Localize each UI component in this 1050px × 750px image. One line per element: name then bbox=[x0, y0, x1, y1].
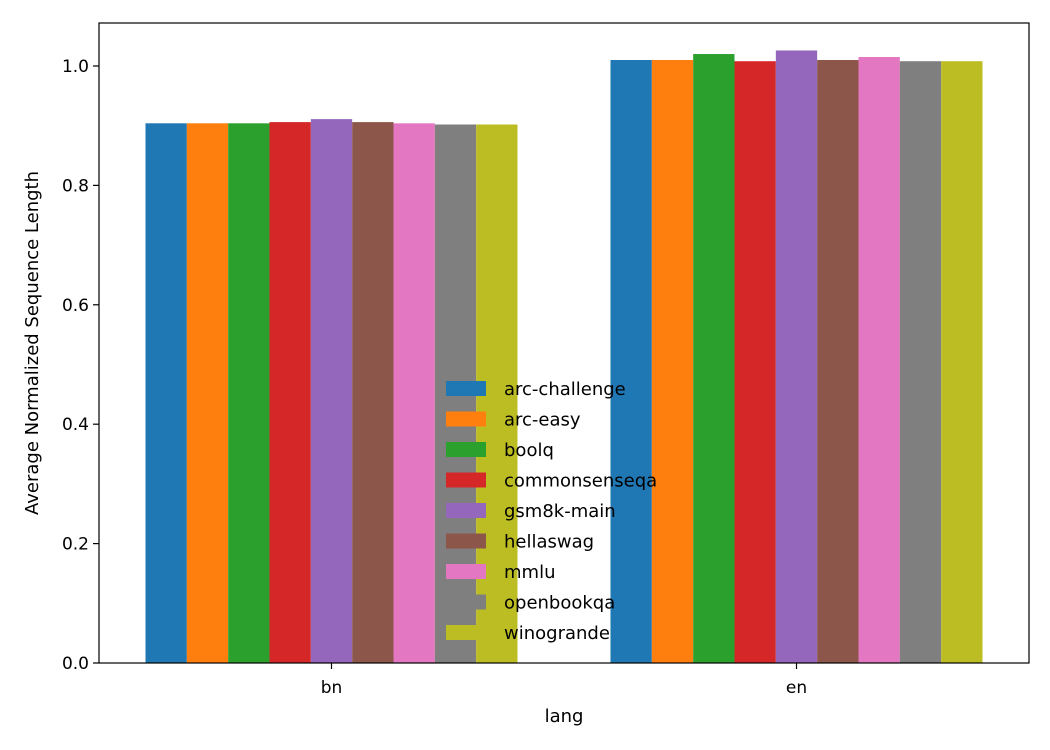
y-tick-label: 0.0 bbox=[62, 654, 89, 674]
x-axis: bn en bbox=[321, 663, 807, 698]
x-tick-label: en bbox=[786, 678, 807, 698]
bar-en-hellaswag bbox=[817, 60, 859, 663]
y-axis-label: Average Normalized Sequence Length bbox=[22, 171, 43, 515]
legend-label-arc-easy: arc-easy bbox=[504, 410, 581, 431]
bar-bn-commonsenseqa bbox=[269, 122, 311, 663]
legend-label-boolq: boolq bbox=[504, 440, 554, 461]
bar-bn-mmlu bbox=[393, 123, 435, 663]
bar-bn-gsm8k-main bbox=[310, 119, 353, 664]
bar-en-gsm8k-main bbox=[775, 50, 818, 663]
bar-en-arc-challenge bbox=[610, 60, 652, 663]
legend-swatch-winogrande bbox=[446, 625, 486, 640]
y-tick-label: 0.8 bbox=[62, 176, 89, 196]
legend-swatch-arc-challenge bbox=[446, 381, 486, 396]
legend-label-arc-challenge: arc-challenge bbox=[504, 379, 626, 400]
bar-en-winogrande bbox=[941, 61, 983, 663]
x-axis-label: lang bbox=[545, 706, 584, 727]
plot-frame bbox=[98, 22, 1030, 664]
legend-swatch-boolq bbox=[446, 442, 486, 457]
bar-bn-arc-easy bbox=[186, 123, 229, 663]
bars-group bbox=[145, 50, 983, 664]
y-tick-label: 0.2 bbox=[62, 535, 89, 555]
bar-en-boolq bbox=[693, 54, 735, 663]
bar-bn-boolq bbox=[228, 123, 270, 663]
bar-en-commonsenseqa bbox=[734, 61, 776, 663]
x-tick-label: bn bbox=[321, 678, 343, 698]
legend-label-commonsenseqa: commonsenseqa bbox=[504, 471, 657, 492]
legend: arc-challenge arc-easy boolq commonsenseqa g… bbox=[446, 379, 657, 644]
legend-swatch-hellaswag bbox=[446, 533, 486, 549]
legend-swatch-commonsenseqa bbox=[446, 472, 486, 488]
legend-swatch-arc-easy bbox=[446, 411, 486, 427]
legend-label-hellaswag: hellaswag bbox=[504, 532, 594, 553]
legend-swatch-openbookqa bbox=[446, 594, 486, 610]
legend-label-mmlu: mmlu bbox=[504, 562, 555, 583]
bar-en-openbookqa bbox=[899, 61, 942, 663]
legend-label-gsm8k-main: gsm8k-main bbox=[504, 501, 616, 522]
y-tick-label: 0.6 bbox=[62, 296, 89, 316]
legend-label-openbookqa: openbookqa bbox=[504, 593, 615, 614]
y-tick-label: 0.4 bbox=[62, 415, 89, 435]
legend-label-winogrande: winogrande bbox=[504, 623, 610, 644]
bar-en-mmlu bbox=[858, 57, 900, 664]
legend-swatch-gsm8k-main bbox=[446, 503, 486, 518]
bar-en-arc-easy bbox=[651, 60, 694, 663]
y-tick-label: 1.0 bbox=[62, 57, 89, 77]
bar-bn-hellaswag bbox=[352, 122, 394, 663]
bar-bn-arc-challenge bbox=[145, 123, 187, 663]
y-axis: 0.0 0.2 0.4 0.6 0.8 1.0 bbox=[62, 57, 99, 674]
legend-swatch-mmlu bbox=[446, 564, 486, 579]
